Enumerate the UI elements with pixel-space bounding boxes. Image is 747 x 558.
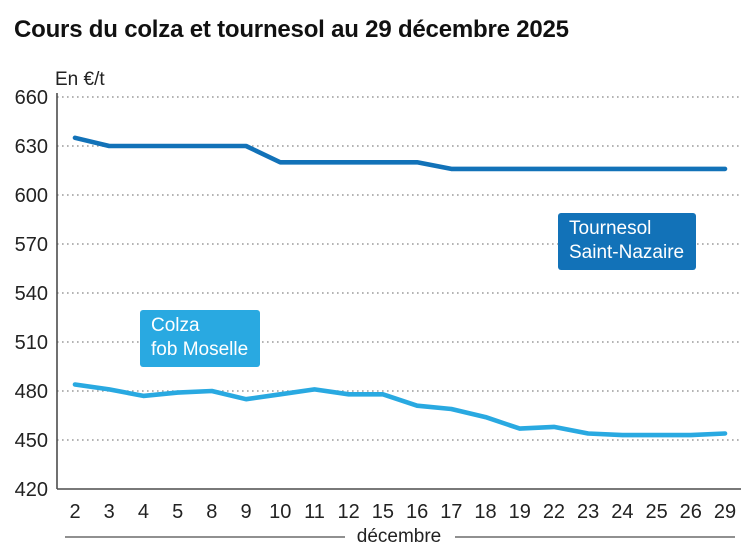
y-tick-label-570: 570	[15, 234, 48, 256]
series-label-tournesol: Tournesol Saint-Nazaire	[558, 213, 697, 270]
x-tick-label-9: 9	[240, 501, 251, 523]
x-axis-label: décembre	[356, 526, 442, 547]
y-axis-unit-label: En €/t	[55, 69, 105, 90]
x-tick-label-17: 17	[440, 501, 462, 523]
series-label-colza-line2: fob Moselle	[151, 339, 249, 360]
x-tick-label-12: 12	[338, 501, 360, 523]
x-tick-label-22: 22	[543, 501, 565, 523]
series-label-colza: Colza fob Moselle	[140, 310, 261, 367]
x-tick-label-25: 25	[645, 501, 667, 523]
x-tick-label-16: 16	[406, 501, 428, 523]
y-tick-label-630: 630	[15, 136, 48, 158]
x-tick-label-29: 29	[714, 501, 736, 523]
series-line-tournesol	[72, 135, 728, 172]
y-tick-label-450: 450	[15, 430, 48, 452]
series-label-tournesol-line2: Saint-Nazaire	[569, 242, 685, 263]
x-tick-label-8: 8	[206, 501, 217, 523]
series-label-colza-line1: Colza	[151, 315, 200, 336]
x-tick-label-19: 19	[509, 501, 531, 523]
x-tick-label-5: 5	[172, 501, 183, 523]
x-tick-label-3: 3	[104, 501, 115, 523]
x-tick-label-4: 4	[138, 501, 149, 523]
y-tick-label-660: 660	[15, 87, 48, 109]
y-tick-label-510: 510	[15, 332, 48, 354]
series-line-colza	[72, 382, 728, 438]
x-tick-label-10: 10	[269, 501, 291, 523]
y-tick-label-600: 600	[15, 185, 48, 207]
x-tick-label-11: 11	[304, 501, 325, 523]
x-tick-label-26: 26	[680, 501, 702, 523]
y-tick-label-540: 540	[15, 283, 48, 305]
x-tick-label-15: 15	[372, 501, 394, 523]
x-tick-label-2: 2	[69, 501, 80, 523]
x-tick-label-23: 23	[577, 501, 599, 523]
x-tick-label-24: 24	[611, 501, 633, 523]
y-tick-label-420: 420	[15, 479, 48, 501]
series-label-tournesol-line1: Tournesol	[569, 218, 652, 239]
chart-title: Cours du colza et tournesol au 29 décemb…	[14, 16, 569, 43]
y-tick-label-480: 480	[15, 381, 48, 403]
x-tick-label-18: 18	[474, 501, 496, 523]
